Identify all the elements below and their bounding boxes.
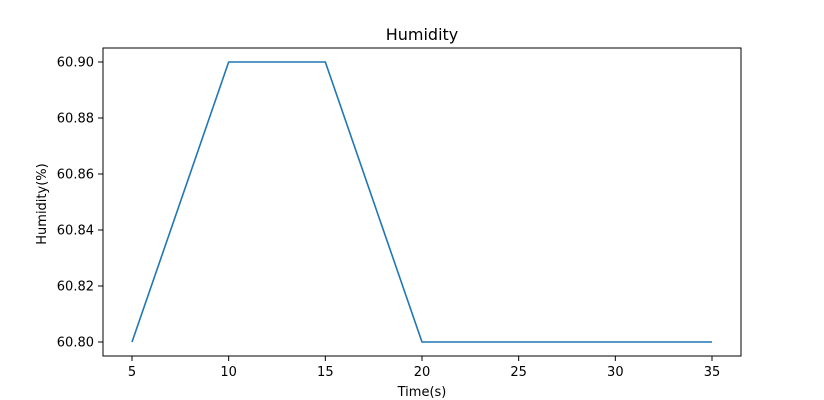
x-tick-label: 25 [510, 365, 527, 380]
y-tick-label: 60.82 [57, 280, 94, 295]
y-axis-label: Humidity(%) [35, 163, 50, 244]
y-tick-label: 60.86 [57, 168, 94, 183]
x-tick-label: 20 [414, 365, 431, 380]
x-axis-label: Time(s) [397, 385, 447, 400]
x-tick-label: 30 [607, 365, 624, 380]
y-tick-label: 60.80 [57, 336, 94, 351]
y-tick-label: 60.84 [57, 224, 94, 239]
x-tick-label: 5 [128, 365, 136, 380]
y-axis-ticks: 60.80 60.82 60.84 60.86 60.88 60.90 [57, 56, 103, 351]
x-tick-label: 10 [220, 365, 237, 380]
x-tick-label: 35 [704, 365, 721, 380]
y-tick-label: 60.90 [57, 56, 94, 71]
chart-title: Humidity [386, 25, 459, 44]
humidity-series-line [131, 61, 712, 343]
y-tick-label: 60.88 [57, 112, 94, 127]
series-layer [131, 61, 712, 343]
x-tick-label: 15 [317, 365, 334, 380]
x-axis-ticks: 5 10 15 20 25 30 35 [128, 356, 720, 380]
